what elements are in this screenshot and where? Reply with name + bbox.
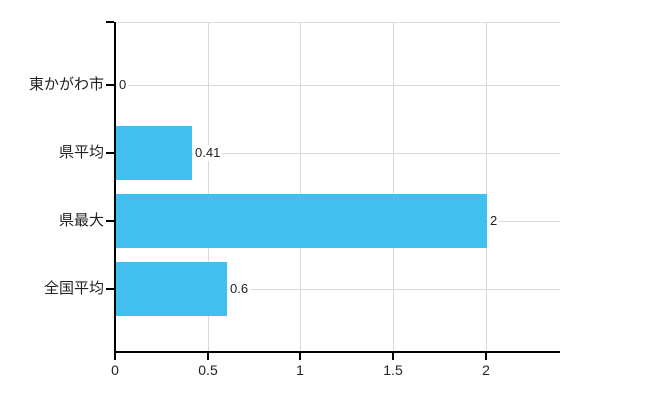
y-axis-top-tick <box>106 21 114 23</box>
x-axis-tick <box>114 352 116 360</box>
value-label: 0.6 <box>228 281 251 297</box>
gridline-vertical <box>486 22 487 352</box>
gridline-vertical <box>393 22 394 352</box>
x-axis-tick <box>207 352 209 360</box>
value-label: 0 <box>117 77 129 93</box>
bar <box>116 194 487 248</box>
value-label: 0.41 <box>193 145 223 161</box>
x-tick-label: 0 <box>111 362 119 378</box>
x-axis-tick <box>485 352 487 360</box>
bar <box>116 262 227 316</box>
y-axis-line <box>114 22 116 360</box>
x-axis-tick <box>392 352 394 360</box>
y-axis-tick <box>106 220 114 222</box>
gridline-row <box>116 289 560 290</box>
gridline-row <box>116 153 560 154</box>
value-label: 2 <box>488 213 500 229</box>
y-axis-tick <box>106 152 114 154</box>
gridline-vertical <box>208 22 209 352</box>
x-axis-tick <box>299 352 301 360</box>
plot-top-gridline <box>115 22 560 23</box>
category-label: 県最大 <box>58 212 104 229</box>
gridline-vertical <box>300 22 301 352</box>
x-tick-label: 0.5 <box>198 362 218 378</box>
category-label: 東かがわ市 <box>28 76 104 93</box>
y-axis-tick <box>106 84 114 86</box>
y-axis-tick <box>106 288 114 290</box>
gridline-row <box>116 85 560 86</box>
x-tick-label: 1 <box>296 362 304 378</box>
x-tick-label: 1.5 <box>383 362 403 378</box>
category-label: 県平均 <box>58 144 104 161</box>
x-axis-line <box>114 351 560 353</box>
x-tick-label: 2 <box>482 362 490 378</box>
bar <box>116 126 192 180</box>
category-label: 全国平均 <box>43 280 104 297</box>
